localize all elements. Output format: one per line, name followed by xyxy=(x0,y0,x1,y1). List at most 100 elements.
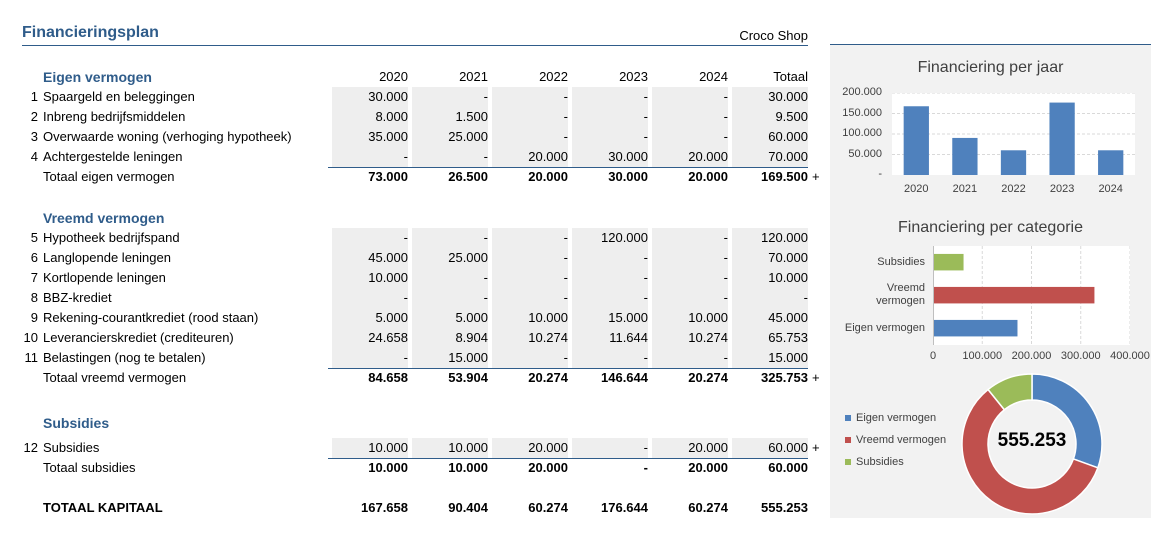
subtotal-value: 73.000 xyxy=(368,169,408,184)
value-cell[interactable]: - xyxy=(412,268,488,288)
row-label: Leverancierskrediet (crediteuren) xyxy=(43,330,234,345)
row-label: Hypotheek bedrijfspand xyxy=(43,230,180,245)
row-label: Rekening-courantkrediet (rood staan) xyxy=(43,310,259,325)
value-cell[interactable]: 25.000 xyxy=(412,248,488,268)
y-tick-label: 150.000 xyxy=(842,106,882,119)
value-cell[interactable]: - xyxy=(572,248,648,268)
x-tick-label: 400.000 xyxy=(1110,350,1150,362)
value-cell[interactable]: 30.000 xyxy=(332,87,408,107)
category-label: Vreemd vermogen xyxy=(876,281,925,307)
value-cell[interactable]: - xyxy=(332,147,408,167)
value-cell[interactable]: - xyxy=(572,107,648,127)
row-number: 10 xyxy=(23,330,38,345)
value-cell[interactable]: - xyxy=(652,288,728,308)
legend-label: Vreemd vermogen xyxy=(856,434,947,446)
value-cell[interactable]: 5.000 xyxy=(412,308,488,328)
value-cell[interactable]: - xyxy=(412,288,488,308)
value-cell[interactable]: - xyxy=(412,87,488,107)
subtotal-total: 60.000 xyxy=(768,460,808,475)
subtotal-value: 53.904 xyxy=(448,370,488,385)
value-cell[interactable]: - xyxy=(332,288,408,308)
bar-2020 xyxy=(903,106,929,175)
year-header: 2021 xyxy=(459,69,488,84)
chart1-title: Financiering per jaar xyxy=(917,59,1064,76)
row-total-cell: 45.000 xyxy=(732,308,808,328)
value-cell[interactable]: - xyxy=(572,438,648,458)
value-cell[interactable]: 20.000 xyxy=(652,438,728,458)
value-cell[interactable]: - xyxy=(572,288,648,308)
value-cell[interactable]: - xyxy=(572,87,648,107)
value-cell[interactable]: - xyxy=(492,228,568,248)
row-label: Overwaarde woning (verhoging hypotheek) xyxy=(43,129,292,144)
subtotal-label: Totaal eigen vermogen xyxy=(43,169,175,184)
subtotal-value: 20.000 xyxy=(688,169,728,184)
value-cell[interactable]: - xyxy=(492,348,568,368)
value-cell[interactable]: 10.000 xyxy=(332,438,408,458)
legend-item: Vreemd vermogen xyxy=(845,434,946,446)
subtotal-value: 20.000 xyxy=(528,460,568,475)
row-total-cell: 70.000 xyxy=(732,147,808,167)
value-cell[interactable]: - xyxy=(492,268,568,288)
value-cell[interactable]: 10.274 xyxy=(492,328,568,348)
value-cell[interactable]: 10.000 xyxy=(492,308,568,328)
value-cell[interactable]: - xyxy=(652,107,728,127)
value-cell[interactable]: 24.658 xyxy=(332,328,408,348)
value-cell[interactable]: - xyxy=(492,87,568,107)
row-number: 7 xyxy=(30,270,38,285)
grand-total-value: 60.274 xyxy=(688,500,728,515)
value-cell[interactable]: 30.000 xyxy=(572,147,648,167)
value-cell[interactable]: - xyxy=(652,127,728,147)
value-cell[interactable]: - xyxy=(652,87,728,107)
legend-label: Eigen vermogen xyxy=(856,412,937,424)
donut-slice-2 xyxy=(986,373,1033,411)
value-cell[interactable]: - xyxy=(572,348,648,368)
value-cell[interactable]: 10.000 xyxy=(412,438,488,458)
value-cell[interactable]: 11.644 xyxy=(572,328,648,348)
subtotal-value: 20.000 xyxy=(528,169,568,184)
value-cell[interactable]: - xyxy=(492,107,568,127)
value-cell[interactable]: 1.500 xyxy=(412,107,488,127)
row-total-cell: 15.000 xyxy=(732,348,808,368)
value-cell[interactable]: 10.000 xyxy=(332,268,408,288)
value-cell[interactable]: - xyxy=(572,268,648,288)
row-number: 6 xyxy=(30,250,38,265)
value-cell[interactable]: - xyxy=(652,248,728,268)
value-cell[interactable]: - xyxy=(332,228,408,248)
donut-slice-0 xyxy=(1031,373,1103,469)
value-cell[interactable]: - xyxy=(652,268,728,288)
value-cell[interactable]: 20.000 xyxy=(492,438,568,458)
value-cell[interactable]: 20.000 xyxy=(492,147,568,167)
subtotal-value: 26.500 xyxy=(448,169,488,184)
value-cell[interactable]: - xyxy=(652,348,728,368)
row-label: Belastingen (nog te betalen) xyxy=(43,350,206,365)
value-cell[interactable]: 8.904 xyxy=(412,328,488,348)
section-heading: Vreemd vermogen xyxy=(43,210,165,226)
legend-swatch xyxy=(845,437,851,444)
value-cell[interactable]: 20.000 xyxy=(652,147,728,167)
value-cell[interactable]: - xyxy=(412,228,488,248)
value-cell[interactable]: - xyxy=(492,288,568,308)
value-cell[interactable]: - xyxy=(492,127,568,147)
y-tick-label: 50.000 xyxy=(848,147,882,160)
value-cell[interactable]: 45.000 xyxy=(332,248,408,268)
value-cell[interactable]: 10.000 xyxy=(652,308,728,328)
value-cell[interactable]: - xyxy=(572,127,648,147)
row-number: 1 xyxy=(30,89,38,104)
value-cell[interactable]: 35.000 xyxy=(332,127,408,147)
value-cell[interactable]: 15.000 xyxy=(412,348,488,368)
value-cell[interactable]: 5.000 xyxy=(332,308,408,328)
value-cell[interactable]: - xyxy=(492,248,568,268)
value-cell[interactable]: - xyxy=(652,228,728,248)
value-cell[interactable]: 15.000 xyxy=(572,308,648,328)
x-tick-label: 200.000 xyxy=(1011,350,1052,362)
value-cell[interactable]: 8.000 xyxy=(332,107,408,127)
chart2-plot xyxy=(933,246,1131,345)
value-cell[interactable]: - xyxy=(412,147,488,167)
value-cell[interactable]: 10.274 xyxy=(652,328,728,348)
value-cell[interactable]: - xyxy=(332,348,408,368)
value-cell[interactable]: 120.000 xyxy=(572,228,648,248)
row-label: Langlopende leningen xyxy=(43,250,171,265)
sum-marker: + xyxy=(812,370,820,385)
row-total-cell: 30.000 xyxy=(732,87,808,107)
value-cell[interactable]: 25.000 xyxy=(412,127,488,147)
